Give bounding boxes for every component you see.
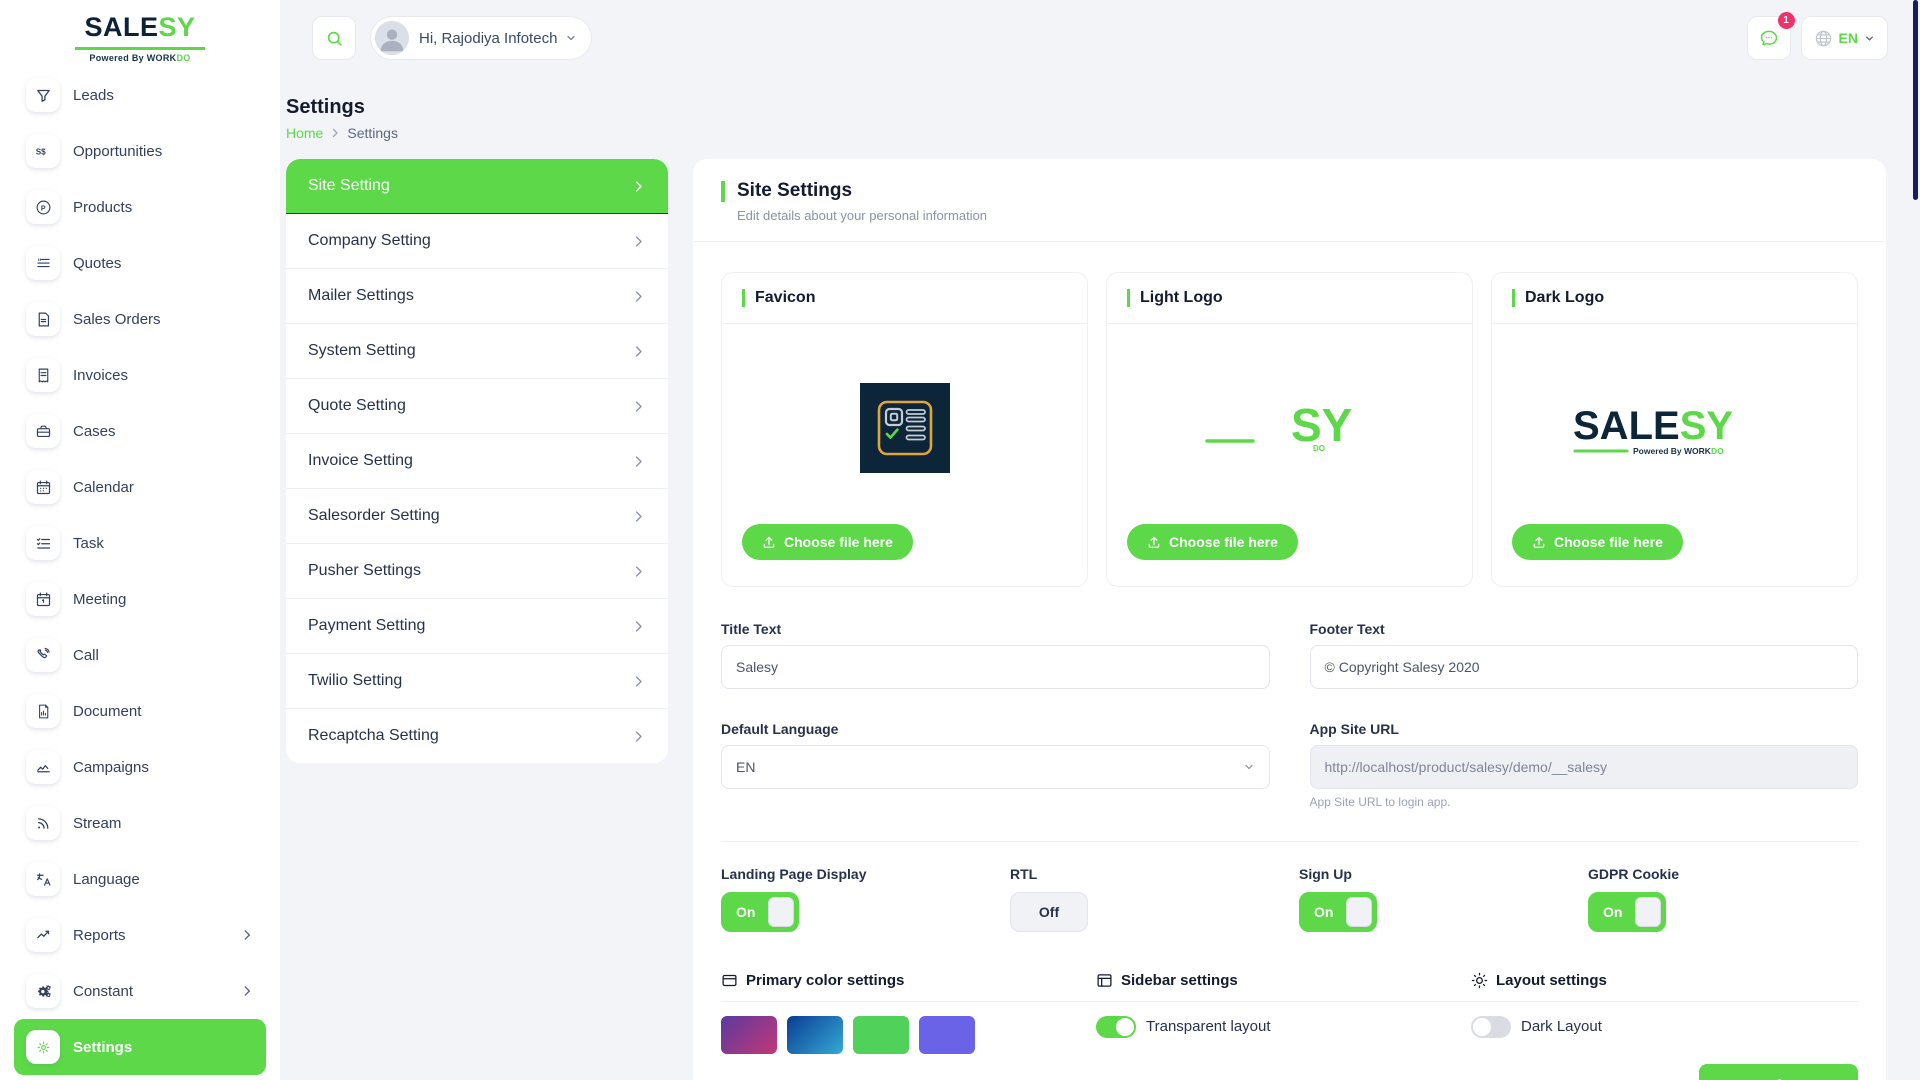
svg-text:P: P	[40, 204, 45, 212]
svg-text:Powered By WORKDO: Powered By WORKDO	[1633, 446, 1724, 456]
svg-text:S$: S$	[35, 147, 45, 156]
svg-text:DO: DO	[1313, 444, 1325, 453]
svg-text:SALESY: SALESY	[1573, 404, 1733, 448]
